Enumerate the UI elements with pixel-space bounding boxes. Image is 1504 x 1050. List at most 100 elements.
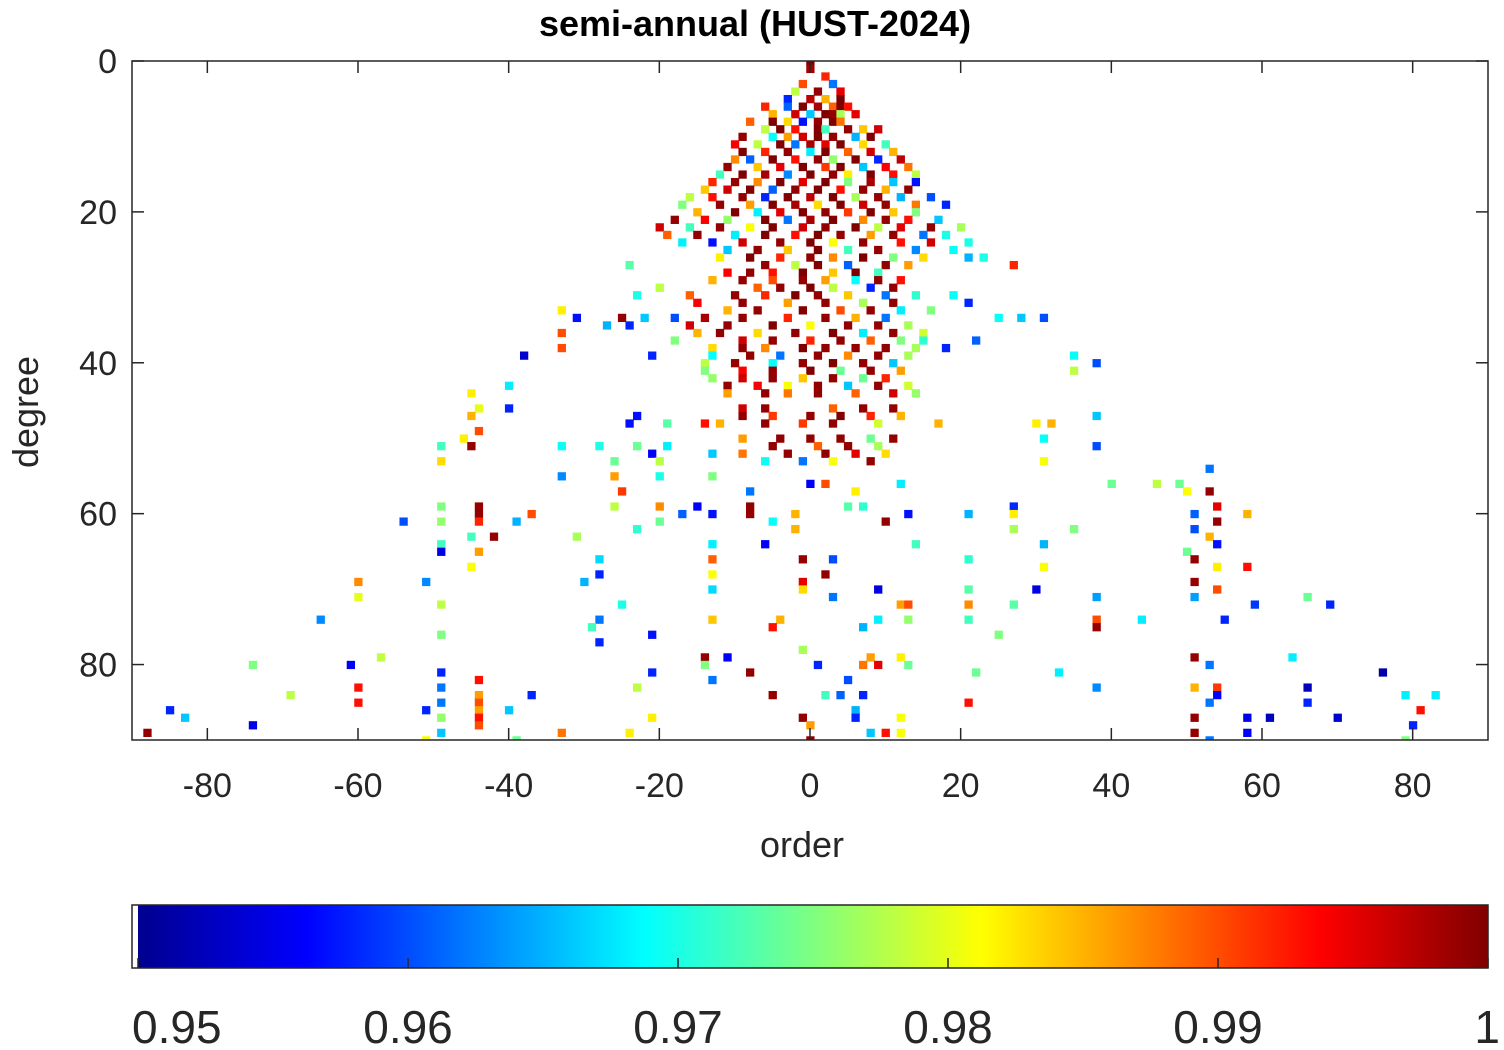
heatmap-cell: [474, 502, 484, 511]
heatmap-cell: [896, 223, 905, 232]
heatmap-cell: [964, 298, 973, 307]
heatmap-cell: [776, 283, 785, 292]
heatmap-cell: [821, 177, 830, 187]
heatmap-cell: [858, 253, 868, 262]
heatmap-cell: [1431, 691, 1440, 700]
heatmap-cell: [874, 442, 883, 451]
heatmap-cell: [474, 675, 484, 685]
heatmap-cell: [828, 328, 838, 338]
heatmap-cell: [783, 94, 792, 104]
heatmap-cell: [821, 208, 830, 217]
heatmap-cell: [1288, 653, 1297, 662]
heatmap-cell: [708, 540, 717, 549]
heatmap-cell: [858, 359, 868, 368]
heatmap-cell: [1213, 585, 1222, 594]
heatmap-cell: [866, 147, 875, 157]
heatmap-cell: [889, 253, 898, 262]
heatmap-cell: [798, 208, 808, 217]
heatmap-cell: [557, 728, 566, 737]
heatmap-cell: [1092, 442, 1101, 451]
heatmap-cell: [1092, 615, 1101, 624]
heatmap-cell: [678, 509, 687, 519]
heatmap-cell: [783, 298, 792, 307]
heatmap-cell: [354, 592, 363, 602]
heatmap-cell: [881, 200, 890, 209]
heatmap-cell: [437, 698, 446, 707]
heatmap-cell: [1205, 660, 1214, 670]
heatmap-cell: [474, 713, 484, 722]
heatmap-cell: [776, 162, 785, 172]
heatmap-cell: [806, 336, 815, 345]
x-axis-ticks: -80 -60 -40 -20 0 20 40 60 80: [183, 61, 1432, 805]
heatmap-cell: [1039, 313, 1049, 323]
heatmap-cell: [708, 177, 717, 187]
heatmap-cell: [723, 653, 732, 662]
heatmap-cell: [881, 185, 890, 194]
heatmap-cell: [180, 713, 190, 722]
heatmap-cell: [828, 110, 838, 119]
heatmap-cell: [806, 170, 815, 179]
heatmap-cell: [813, 117, 823, 126]
heatmap-cell: [904, 260, 913, 270]
heatmap-cell: [791, 328, 800, 338]
colorbar-tick-label: 0.96: [363, 1001, 453, 1050]
heatmap-cell: [1190, 653, 1199, 662]
heatmap-cell: [836, 110, 845, 119]
heatmap-cell: [836, 162, 845, 172]
heatmap-cell: [761, 343, 770, 353]
heatmap-cell: [437, 517, 446, 526]
heatmap-cell: [738, 366, 747, 375]
heatmap-cell: [1190, 509, 1199, 519]
heatmap-cell: [557, 442, 566, 451]
heatmap-cell: [512, 736, 521, 740]
heatmap-cell: [730, 208, 740, 217]
heatmap-cell: [504, 381, 514, 390]
heatmap-cell: [949, 245, 958, 255]
heatmap-cell: [685, 193, 695, 202]
heatmap-cell: [610, 457, 619, 466]
heatmap-cell: [437, 728, 446, 737]
heatmap-cell: [858, 185, 868, 194]
heatmap-cell: [791, 260, 800, 270]
chart-title: semi-annual (HUST-2024): [539, 3, 971, 44]
heatmap-cell: [911, 208, 921, 217]
heatmap-cell: [919, 328, 928, 338]
heatmap-cell: [1092, 359, 1101, 368]
heatmap-cell: [1017, 313, 1026, 323]
heatmap-cell: [813, 125, 823, 134]
heatmap-cell: [625, 321, 634, 330]
heatmap-cell: [1092, 623, 1101, 632]
heatmap-cell: [1190, 713, 1199, 722]
heatmap-cell: [813, 291, 823, 300]
heatmap-cell: [904, 509, 913, 519]
heatmap-cell: [700, 653, 710, 662]
heatmap-cell: [655, 223, 664, 232]
heatmap-cell: [994, 313, 1003, 323]
heatmap-cell: [663, 442, 672, 451]
x-tick-label: 40: [1092, 767, 1130, 805]
heatmap-cell: [1205, 532, 1214, 541]
heatmap-cell: [926, 223, 936, 232]
y-tick-label: 80: [79, 647, 117, 685]
heatmap-cell: [821, 343, 830, 353]
heatmap-cell: [1243, 713, 1252, 722]
heatmap-cell: [828, 253, 838, 262]
heatmap-cell: [768, 155, 777, 164]
heatmap-cell: [791, 509, 800, 519]
heatmap-cell: [874, 245, 883, 255]
heatmap-cell: [889, 328, 898, 338]
heatmap-cell: [843, 125, 853, 134]
heatmap-cell: [723, 215, 732, 224]
heatmap-cell: [1243, 509, 1252, 519]
heatmap-cell: [504, 706, 514, 715]
heatmap-cell: [851, 110, 860, 119]
heatmap-cell: [791, 110, 800, 119]
heatmap-cell: [1092, 683, 1101, 692]
heatmap-cell: [806, 238, 815, 247]
heatmap-cell: [994, 630, 1003, 639]
heatmap-cell: [346, 660, 356, 670]
heatmap-cell: [1213, 562, 1222, 572]
heatmap-cell: [1182, 487, 1192, 496]
heatmap-cell: [798, 555, 808, 564]
heatmap-cell: [768, 132, 777, 141]
